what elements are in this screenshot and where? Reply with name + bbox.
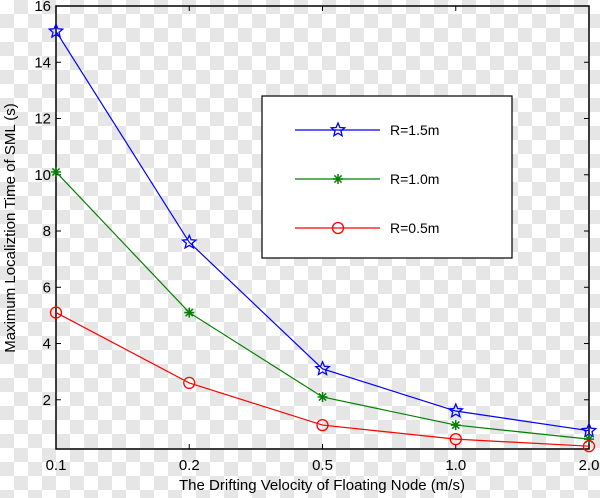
data-point-circle bbox=[183, 376, 196, 390]
y-tick-label: 10 bbox=[34, 167, 51, 184]
data-point-circle bbox=[316, 418, 329, 432]
y-tick-label: 8 bbox=[43, 223, 51, 240]
asterisk-stroke bbox=[318, 392, 327, 402]
y-tick-label: 4 bbox=[43, 336, 51, 353]
x-axis-label: The Drifting Velocity of Floating Node (… bbox=[179, 477, 465, 494]
series-line bbox=[55, 312, 590, 447]
series-R=0.5m bbox=[49, 306, 596, 453]
data-point-star bbox=[180, 233, 198, 250]
legend: R=1.5m R=1.0m R=0.5m bbox=[261, 95, 513, 259]
legend-box bbox=[261, 95, 513, 259]
asterisk-stroke bbox=[185, 308, 194, 317]
x-tick-label: 0.1 bbox=[46, 457, 67, 474]
data-point-circle bbox=[449, 433, 462, 446]
asterisk-stroke bbox=[51, 167, 61, 177]
x-tick-label: 1.0 bbox=[445, 457, 466, 474]
data-point-star bbox=[314, 360, 331, 376]
data-point-star bbox=[329, 121, 347, 138]
data-point-asterisk bbox=[317, 391, 328, 402]
y-tick-label: 14 bbox=[34, 54, 51, 71]
legend-label: R=0.5m bbox=[390, 220, 439, 236]
data-point-star bbox=[47, 22, 65, 39]
y-tick-label: 6 bbox=[43, 279, 51, 296]
series-R=1.5m bbox=[47, 22, 598, 438]
y-tick-label: 12 bbox=[34, 111, 51, 128]
series-line bbox=[55, 30, 590, 432]
data-point-star bbox=[580, 422, 598, 438]
data-point-circle bbox=[331, 221, 345, 235]
y-axis-label: Maximum Localiztion Time of SML (s) bbox=[2, 103, 19, 353]
data-point-asterisk bbox=[51, 166, 61, 177]
x-tick-label: 0.5 bbox=[312, 457, 333, 474]
y-tick-label: 2 bbox=[43, 392, 51, 409]
series-R=1.0m bbox=[51, 166, 594, 445]
data-point-star bbox=[447, 402, 465, 419]
asterisk-stroke bbox=[451, 420, 460, 430]
asterisk-stroke bbox=[333, 174, 343, 184]
x-tick-label: 2.0 bbox=[579, 457, 600, 474]
data-point-circle bbox=[49, 306, 63, 319]
data-point-asterisk bbox=[184, 307, 195, 318]
data-point-asterisk bbox=[333, 174, 343, 184]
y-tick-label: 16 bbox=[34, 0, 51, 15]
data-point-circle bbox=[582, 440, 596, 453]
x-tick-label: 0.2 bbox=[179, 457, 200, 474]
data-point-asterisk bbox=[450, 420, 461, 431]
legend-label: R=1.0m bbox=[390, 171, 439, 187]
legend-label: R=1.5m bbox=[390, 122, 439, 138]
